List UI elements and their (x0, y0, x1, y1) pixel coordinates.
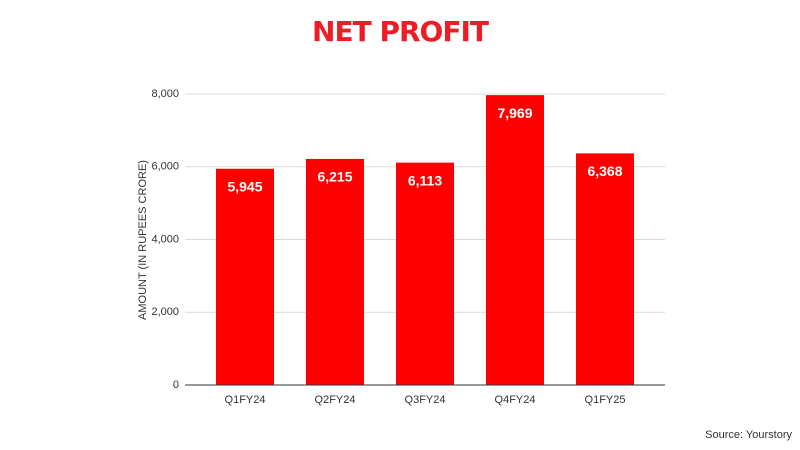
value-label: 6,215 (317, 169, 352, 185)
bar (396, 162, 454, 385)
x-tick-label: Q3FY24 (405, 394, 446, 406)
y-tick-label: 2,000 (151, 306, 179, 318)
source-note: Source: Yourstory (705, 429, 792, 441)
x-tick-label: Q2FY24 (315, 394, 356, 406)
x-tick-label: Q1FY25 (585, 394, 626, 406)
value-label: 7,969 (497, 105, 532, 121)
x-tick-label: Q1FY24 (225, 394, 266, 406)
y-tick-label: 4,000 (151, 233, 179, 245)
bar (216, 168, 274, 385)
y-tick-label: 0 (173, 379, 179, 391)
x-tick-label: Q4FY24 (495, 394, 536, 406)
value-label: 6,113 (408, 172, 442, 188)
value-label: 6,368 (587, 163, 622, 179)
y-tick-label: 6,000 (151, 161, 179, 173)
bar (486, 95, 544, 385)
bar (306, 158, 364, 385)
bar (576, 153, 634, 385)
y-axis-label: AMOUNT (IN RUPEES CRORE) (137, 160, 149, 320)
chart-title: NET PROFIT (312, 15, 489, 48)
y-tick-label: 8,000 (151, 88, 179, 100)
value-label: 5,945 (227, 178, 262, 194)
